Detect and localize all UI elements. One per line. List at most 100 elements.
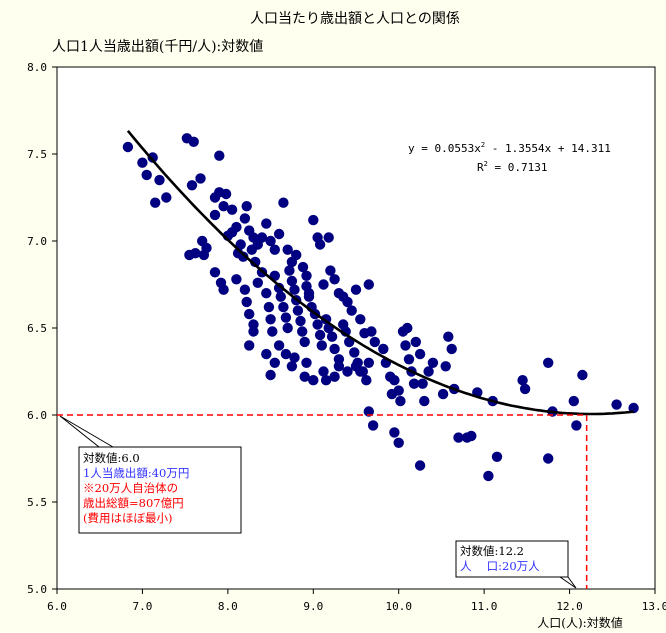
data-point <box>250 256 261 268</box>
data-points <box>122 133 639 482</box>
data-point <box>316 340 327 351</box>
callout-x-annotation: 対数値:12.2 人 口:20万人 <box>455 540 577 589</box>
data-point <box>150 197 161 208</box>
data-point <box>278 301 289 313</box>
data-point <box>483 470 494 482</box>
data-point <box>186 180 198 191</box>
data-point <box>367 420 379 431</box>
x-axis-label: 人口(人):対数値 <box>537 615 622 630</box>
data-point <box>241 296 252 308</box>
data-point <box>312 319 323 330</box>
trend-equation-part2: - 1.3554x + 14.311 <box>485 142 611 155</box>
data-point <box>491 451 503 462</box>
x-tick-label: 8.0 <box>218 600 238 613</box>
data-point <box>244 308 255 320</box>
data-point <box>410 336 421 348</box>
callout-line-2: 1人当歳出額:40万円 <box>83 466 189 480</box>
data-point <box>519 383 531 395</box>
callout-line-3: ※20万人自治体の <box>83 481 178 495</box>
data-point <box>154 174 165 186</box>
data-point <box>291 249 302 261</box>
data-point <box>299 336 310 348</box>
trend-equation: y = 0.0553x2 - 1.3554x + 14.311 <box>408 141 611 155</box>
data-point <box>273 282 285 294</box>
data-point <box>190 248 201 259</box>
data-point <box>395 395 406 407</box>
data-point <box>389 427 400 438</box>
data-point <box>329 343 340 355</box>
guide-lines <box>57 414 588 589</box>
data-point <box>342 296 353 308</box>
data-point <box>273 340 285 351</box>
data-point <box>342 366 353 377</box>
data-point <box>417 378 428 389</box>
data-point <box>320 375 332 386</box>
data-point <box>517 375 528 386</box>
y-tick-label: 8.0 <box>27 61 47 74</box>
trend-equation-sup: 2 <box>481 141 485 149</box>
data-point <box>295 315 306 327</box>
callout-box <box>455 540 569 578</box>
data-point <box>303 291 315 302</box>
data-point <box>543 357 554 368</box>
data-point <box>209 267 221 278</box>
trendline <box>126 129 634 416</box>
data-point <box>443 331 454 342</box>
data-point <box>333 361 345 372</box>
x-tick-label: 9.0 <box>303 600 323 613</box>
data-point <box>284 265 295 276</box>
y-axis-ticks: 5.0 5.5 6.0 6.5 7.0 7.5 8.0 <box>27 61 57 596</box>
data-point <box>231 221 242 233</box>
x-tick-label: 13.0 <box>642 600 666 613</box>
data-point <box>218 201 229 212</box>
data-point <box>427 357 439 368</box>
data-point <box>369 336 380 348</box>
data-point <box>220 188 232 200</box>
x-tick-label: 12.0 <box>556 600 583 613</box>
data-point <box>282 244 293 255</box>
data-point <box>363 357 374 368</box>
data-point <box>239 284 251 295</box>
r-squared-sup: 2 <box>484 160 488 168</box>
data-point <box>329 274 340 285</box>
data-point <box>214 150 225 161</box>
data-point <box>286 275 298 287</box>
y-tick-label: 6.5 <box>27 322 47 335</box>
data-point <box>289 284 300 295</box>
data-point <box>261 288 272 299</box>
data-point <box>408 378 420 389</box>
data-point <box>198 249 210 261</box>
data-point <box>269 244 280 255</box>
data-point <box>261 348 272 360</box>
data-point <box>446 343 457 355</box>
data-point <box>326 331 338 342</box>
callout-line-1: 対数値:12.2 <box>460 544 524 558</box>
data-point <box>419 395 430 407</box>
data-point <box>403 354 415 365</box>
data-point <box>147 152 158 163</box>
callout-line-4: 歳出総額=807億円 <box>83 496 184 510</box>
data-point <box>389 375 400 386</box>
callout-y-annotation: 対数値:6.0 1人当歳出額:40万円 ※20万人自治体の 歳出総額=807億円… <box>59 415 242 534</box>
data-point <box>577 369 588 381</box>
data-point <box>611 399 622 410</box>
data-point <box>256 232 268 243</box>
callout-box <box>78 446 242 534</box>
data-point <box>437 388 449 400</box>
data-point <box>292 305 304 316</box>
data-point <box>393 385 404 396</box>
data-point <box>423 366 434 377</box>
data-point <box>628 402 639 414</box>
data-point <box>122 141 134 153</box>
data-point <box>241 201 252 212</box>
r-squared: R2 = 0.7131 <box>477 160 547 174</box>
y-axis-label: 人口1人当歳出額(千円/人):対数値 <box>52 39 263 55</box>
data-point <box>263 301 275 313</box>
data-point <box>297 261 309 273</box>
data-point <box>301 270 312 281</box>
data-point <box>314 239 326 250</box>
data-point <box>141 169 152 181</box>
y-tick-label: 5.5 <box>27 496 47 509</box>
data-point <box>355 366 366 377</box>
